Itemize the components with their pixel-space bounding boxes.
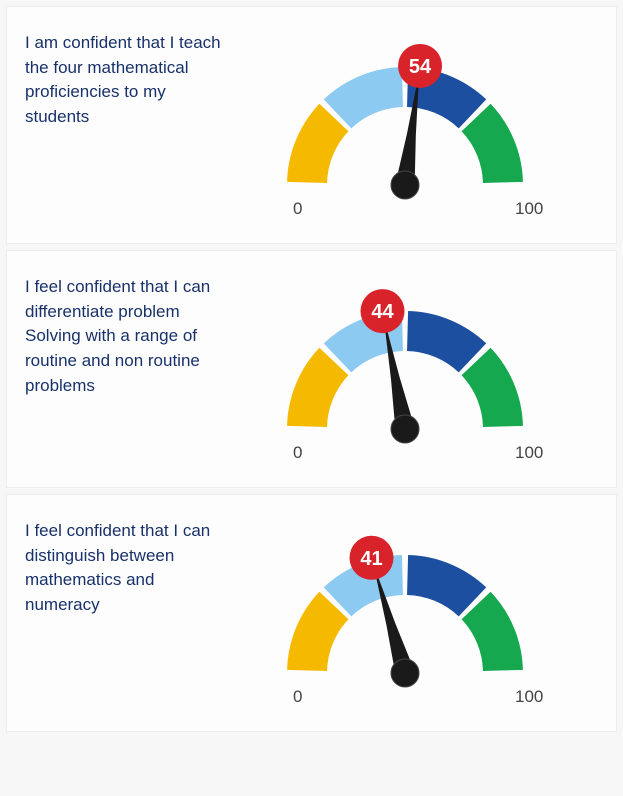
- gauge-label-text: I feel confident that I can distinguish …: [25, 519, 225, 618]
- gauge-max-label: 100: [515, 199, 543, 219]
- gauge-min-label: 0: [293, 199, 302, 219]
- gauge-max-label: 100: [515, 687, 543, 707]
- value-badge-text: 54: [409, 56, 432, 78]
- gauge-min-label: 0: [293, 443, 302, 463]
- gauge-label-text: I am confident that I teach the four mat…: [25, 31, 225, 130]
- gauge-label: I am confident that I teach the four mat…: [25, 25, 235, 130]
- gauge-max-label: 100: [515, 443, 543, 463]
- gauge-label: I feel confident that I can distinguish …: [25, 513, 235, 618]
- gauge-min-label: 0: [293, 687, 302, 707]
- value-badge-text: 44: [371, 301, 394, 323]
- gauge-hub: [391, 659, 419, 687]
- gauge-card: I feel confident that I can distinguish …: [6, 494, 617, 732]
- gauge: 41 0 100: [235, 513, 575, 723]
- gauge: 54 0 100: [235, 25, 575, 235]
- gauge: 44 0 100: [235, 269, 575, 479]
- gauge-card: I feel confident that I can differentiat…: [6, 250, 617, 488]
- gauge-label: I feel confident that I can differentiat…: [25, 269, 235, 398]
- gauge-label-text: I feel confident that I can differentiat…: [25, 275, 225, 398]
- gauge-card: I am confident that I teach the four mat…: [6, 6, 617, 244]
- gauge-hub: [391, 171, 419, 199]
- value-badge-text: 41: [360, 548, 382, 570]
- gauge-hub: [391, 415, 419, 443]
